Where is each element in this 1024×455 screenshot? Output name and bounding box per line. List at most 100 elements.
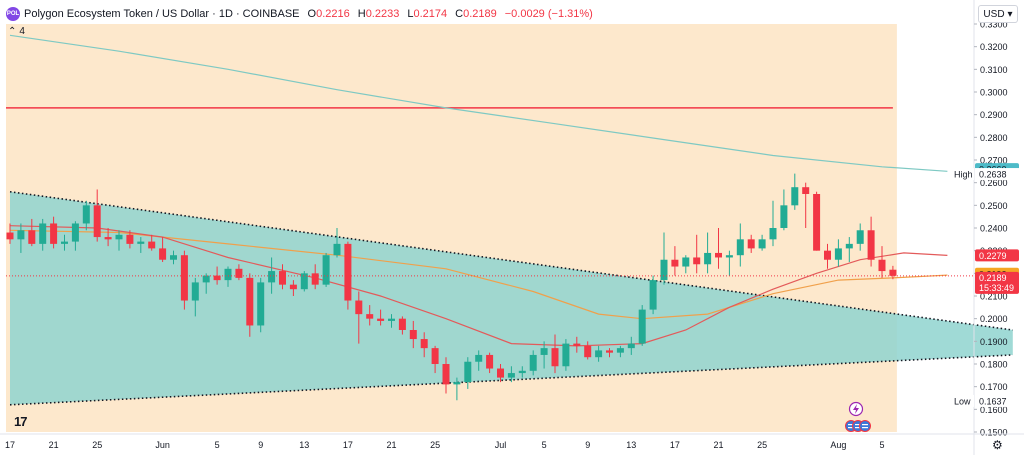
candle[interactable] (366, 305, 374, 326)
candle[interactable] (595, 345, 603, 362)
candle[interactable] (355, 291, 363, 344)
candle[interactable] (388, 314, 395, 328)
candle[interactable] (235, 264, 243, 281)
candle[interactable] (246, 273, 254, 337)
candle[interactable] (377, 309, 385, 326)
candle[interactable] (507, 366, 515, 383)
candle[interactable] (682, 255, 690, 274)
candle[interactable] (442, 357, 450, 394)
ma_teal-line[interactable] (9, 34, 948, 172)
candle[interactable] (50, 216, 58, 249)
candle[interactable] (213, 266, 221, 285)
candle[interactable] (464, 357, 472, 389)
candle-body (867, 230, 875, 260)
settings-icon[interactable]: ⚙ (992, 438, 1003, 452)
candle[interactable] (311, 264, 319, 290)
flag-icon[interactable] (859, 420, 871, 432)
candle[interactable] (300, 271, 308, 292)
candle[interactable] (486, 352, 494, 374)
candle[interactable] (889, 265, 897, 280)
candle[interactable] (758, 234, 766, 251)
candle[interactable] (475, 350, 483, 371)
candle[interactable] (148, 234, 156, 251)
triangle-lower-line[interactable] (9, 354, 1013, 406)
y-axis[interactable]: 0.1500 0.1600 0.1700 0.1800 0.1900 0.2000 0.21… (973, 0, 1008, 455)
candle[interactable] (627, 336, 635, 355)
candle[interactable] (551, 334, 559, 374)
candle[interactable] (344, 241, 352, 310)
candle[interactable] (322, 252, 330, 287)
candle[interactable] (202, 273, 210, 294)
candle[interactable] (453, 377, 461, 401)
candle[interactable] (704, 232, 712, 274)
ma_orange-line[interactable] (9, 229, 948, 320)
candle[interactable] (398, 316, 406, 335)
candle[interactable] (573, 336, 581, 353)
candle[interactable] (725, 250, 733, 276)
candle[interactable] (420, 332, 428, 358)
candle[interactable] (39, 218, 47, 251)
candle[interactable] (845, 237, 853, 262)
candle[interactable] (518, 366, 526, 378)
candle[interactable] (28, 218, 36, 247)
candle[interactable] (813, 191, 821, 251)
chart-title[interactable]: Polygon Ecosystem Token / US Dollar · 1D… (24, 8, 300, 20)
candle[interactable] (867, 216, 875, 267)
candle[interactable] (224, 266, 232, 287)
event-icons[interactable] (845, 401, 871, 432)
candle[interactable] (191, 277, 199, 317)
candle[interactable] (126, 230, 134, 249)
candle[interactable] (540, 341, 548, 369)
candle[interactable] (6, 223, 14, 244)
candle[interactable] (584, 341, 592, 360)
candle[interactable] (333, 228, 341, 258)
candle[interactable] (562, 339, 570, 371)
candle[interactable] (409, 320, 417, 349)
candle[interactable] (159, 237, 167, 262)
candle[interactable] (791, 173, 799, 210)
candle[interactable] (104, 228, 112, 247)
candle[interactable] (497, 364, 504, 383)
candle[interactable] (279, 264, 286, 290)
candle[interactable] (856, 223, 864, 251)
candle[interactable] (257, 277, 265, 333)
candle[interactable] (671, 246, 679, 276)
candle[interactable] (115, 230, 123, 251)
flash-icon[interactable] (848, 401, 864, 417)
candle[interactable] (780, 189, 788, 231)
candle[interactable] (268, 257, 276, 294)
candle[interactable] (17, 223, 25, 253)
candle[interactable] (649, 275, 657, 315)
candle[interactable] (170, 250, 177, 265)
candle[interactable] (71, 221, 79, 251)
candle[interactable] (878, 246, 886, 278)
currency-selector[interactable]: USD ▾ (978, 5, 1018, 23)
candle[interactable] (660, 232, 668, 285)
candle[interactable] (747, 234, 755, 253)
candle[interactable] (180, 250, 188, 310)
candle-body (595, 350, 603, 358)
candle[interactable] (834, 239, 842, 267)
candle[interactable] (431, 345, 439, 374)
candle[interactable] (769, 200, 777, 247)
candle[interactable] (824, 243, 831, 269)
candle[interactable] (606, 348, 613, 358)
candle-body (180, 255, 188, 301)
candle[interactable] (736, 223, 744, 267)
triangle-upper-line[interactable] (9, 190, 1013, 331)
x-axis[interactable]: 17 21 25 Jun 5 9 13 17 21 25 Jul 5 9 13 17 21 25 Aug 5 (0, 433, 1024, 450)
candle[interactable] (638, 305, 646, 346)
candle[interactable] (61, 234, 68, 251)
indicators-toggle[interactable]: ⌃ 4 (8, 26, 25, 37)
candle[interactable] (93, 189, 101, 242)
candle[interactable] (693, 234, 701, 274)
candle-body (344, 243, 352, 301)
candle[interactable] (82, 200, 90, 231)
candle[interactable] (715, 228, 722, 269)
candle[interactable] (802, 182, 810, 228)
candle[interactable] (529, 350, 537, 376)
candle[interactable] (137, 237, 145, 253)
candle[interactable] (616, 345, 624, 358)
candle[interactable] (289, 280, 297, 296)
